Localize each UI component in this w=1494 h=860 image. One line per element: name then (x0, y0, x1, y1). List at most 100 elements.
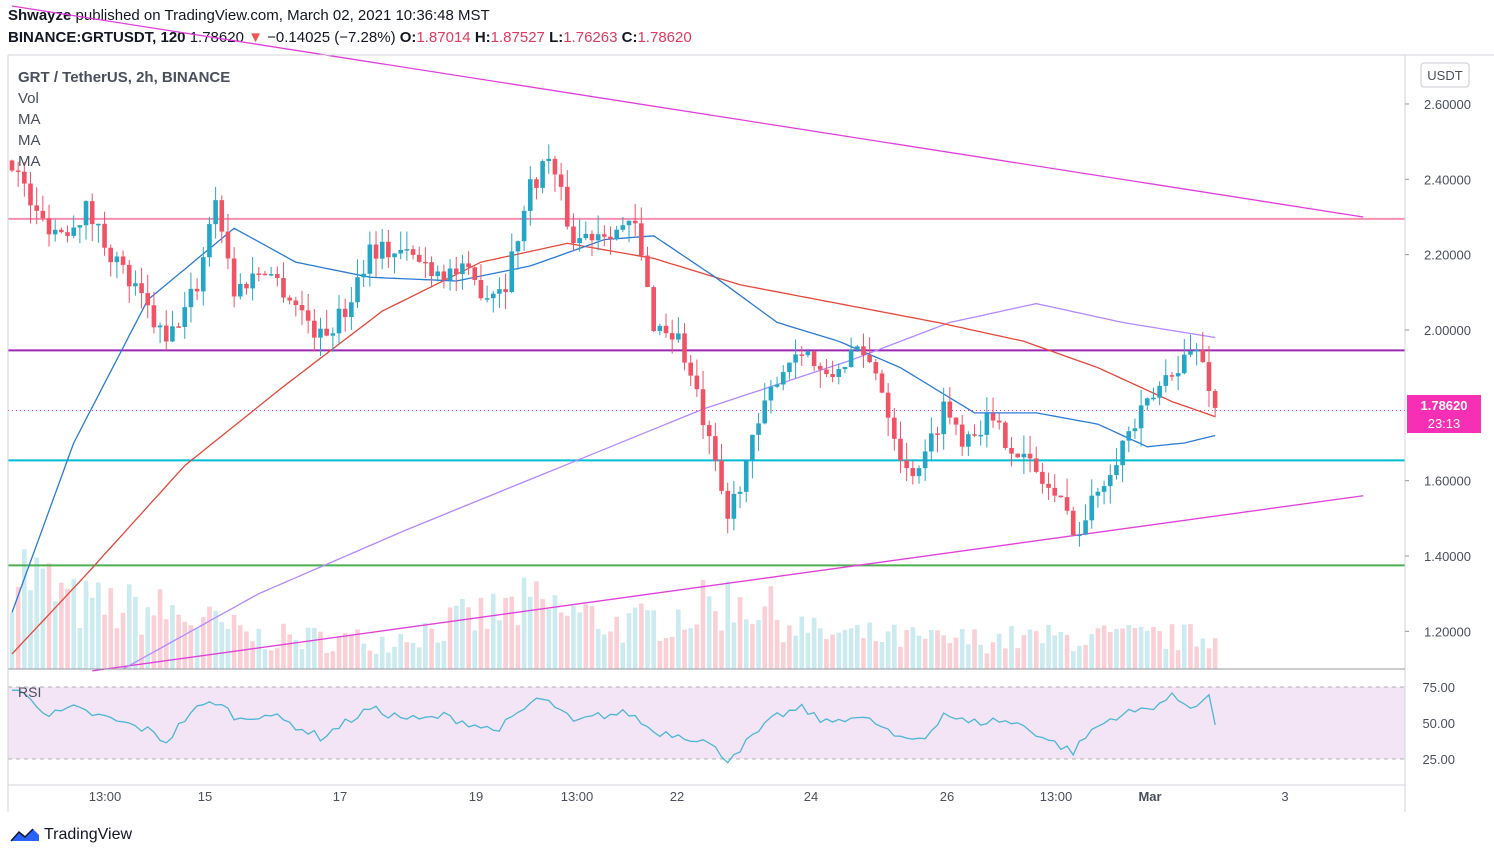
candle-body (126, 264, 132, 287)
volume-bar (793, 635, 798, 669)
volume-bar (237, 625, 243, 669)
candle-body (96, 223, 101, 226)
candle-body (1089, 495, 1095, 521)
candle-body (287, 297, 292, 301)
candle-body (1157, 385, 1162, 398)
candle-body (219, 200, 225, 232)
candle-body (799, 354, 805, 356)
candle-body (824, 369, 829, 374)
trendline (92, 495, 1364, 672)
volume-bar (89, 597, 95, 669)
volume-bar (1107, 631, 1113, 669)
volume-bar (472, 630, 478, 669)
candle-body (657, 325, 663, 331)
time-tick-label: 17 (333, 789, 347, 804)
candle-body (1206, 362, 1212, 392)
volume-bar (885, 631, 891, 669)
candle-body (83, 201, 89, 226)
candle-body (460, 263, 465, 275)
volume-bar (1188, 624, 1193, 669)
volume-bar (750, 624, 755, 669)
volume-bar (898, 646, 903, 669)
candle-body (929, 433, 934, 452)
candle-body (682, 333, 687, 363)
candle-body (842, 366, 848, 370)
volume-bar (268, 650, 274, 669)
candle-body (1083, 520, 1088, 535)
volume-bar (1058, 631, 1064, 669)
candle-body (466, 263, 471, 268)
currency-badge[interactable] (1420, 62, 1470, 88)
tradingview-logo[interactable]: TradingView (10, 826, 132, 844)
volume-bar (281, 623, 286, 669)
candle-body (669, 333, 675, 340)
candle-body (312, 320, 317, 338)
candle-body (639, 223, 644, 256)
candle-body (515, 241, 521, 252)
price-tick-label: 1.40000 (1424, 549, 1471, 564)
candle-body (1163, 375, 1169, 386)
candle-body (651, 287, 656, 331)
volume-bar (219, 622, 225, 669)
candle-body (188, 288, 194, 308)
volume-bar (1182, 624, 1187, 669)
volume-bar (916, 635, 922, 669)
volume-bar (706, 596, 712, 669)
volume-bar (1070, 651, 1076, 669)
volume-bar (460, 598, 465, 669)
volume-bar (1163, 648, 1169, 669)
volume-bar (52, 601, 58, 669)
volume-bar (207, 606, 212, 669)
volume-bar (170, 605, 175, 669)
candle-body (817, 366, 823, 370)
volume-bar (1169, 624, 1175, 669)
candle-body (565, 186, 570, 227)
volume-bar (1027, 629, 1033, 669)
volume-bar (787, 625, 792, 669)
publish-info: published on TradingView.com, March 02, … (75, 7, 490, 24)
volume-bar (1157, 631, 1162, 669)
candle-body (676, 333, 681, 340)
volume-bar (861, 638, 866, 669)
volume-bar (595, 628, 601, 669)
candle-body (28, 183, 33, 206)
candle-body (521, 210, 527, 242)
price-tick-label: 2.60000 (1424, 97, 1471, 112)
candle-body (972, 434, 977, 436)
volume-bar (657, 641, 663, 669)
candle-body (602, 234, 607, 237)
candle-body (1200, 349, 1206, 363)
volume-bar (225, 628, 231, 669)
volume-bar (1212, 638, 1218, 669)
candle-body (305, 310, 311, 321)
candle-body (22, 171, 27, 184)
candle-body (1132, 428, 1138, 432)
volume-bar (854, 625, 860, 669)
volume-bar (410, 642, 416, 669)
volume-bar (367, 650, 373, 669)
candle-body (250, 273, 255, 289)
candle-body (435, 271, 441, 277)
legend-title: GRT / TetherUS, 2h, BINANCE (18, 69, 230, 86)
volume-bar (330, 651, 336, 669)
candle-body (102, 223, 107, 248)
volume-bar (824, 639, 829, 669)
volume-bar (941, 635, 946, 669)
candle-body (207, 224, 212, 258)
volume-bar (1009, 626, 1014, 669)
candle-body (52, 229, 58, 235)
candle-body (386, 241, 391, 258)
candle-body (1144, 398, 1150, 406)
volume-bar (669, 637, 675, 669)
candle-body (811, 351, 817, 367)
volume-bar (947, 643, 953, 669)
volume-bar (558, 612, 564, 669)
candle-body (1021, 453, 1027, 458)
candle-body (40, 210, 46, 219)
time-tick-label: 13:00 (1040, 789, 1073, 804)
open-label: O: (399, 29, 417, 46)
volume-bar (176, 614, 181, 669)
candle-body (151, 305, 157, 328)
candle-body (941, 401, 946, 435)
